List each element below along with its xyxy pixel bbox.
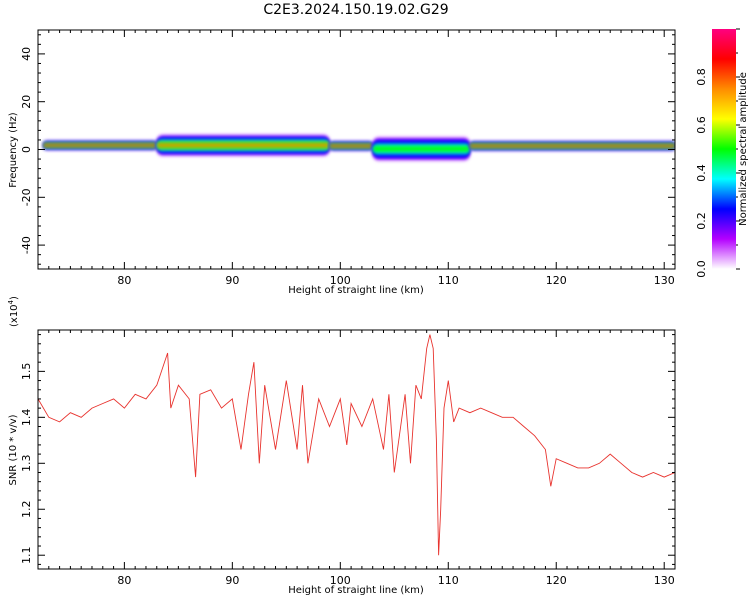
snr-ytick-label: 1.5: [20, 363, 33, 381]
snr-ylabel: SNR (10 * v/v): [8, 414, 19, 485]
snr-multiplier-exp: 4: [7, 299, 15, 304]
colorbar-tick-label: 0.2: [695, 212, 708, 230]
spectrogram-ytick-label: -20: [20, 188, 33, 206]
colorbar-tick-label: 0.6: [695, 116, 708, 134]
spectrogram-band: [329, 142, 373, 150]
snr-multiplier: (x104): [7, 296, 20, 327]
colorbar-ticks: 0.0 0.2 0.4 0.6 0.8: [695, 28, 740, 278]
snr-panel: 80 90 100 110 120 130 1.1 1.2 1.3 1.4 1.5 Height o…: [7, 296, 676, 596]
spectrogram-cell: [156, 143, 330, 148]
snr-multiplier-close: ): [9, 296, 20, 300]
spectrogram-cell: [329, 145, 373, 147]
spectrogram-ytick-label: -40: [20, 236, 33, 254]
spectrogram-band: [469, 142, 675, 150]
spectrogram-ticks: 80 90 100 110 120 130 -40 -20 0 20 40: [20, 30, 676, 287]
snr-ytick-label: 1.3: [20, 455, 33, 473]
snr-ticks: 80 90 100 110 120 130 1.1 1.2 1.3 1.4 1.5: [20, 330, 676, 587]
snr-ytick-label: 1.4: [20, 409, 33, 427]
colorbar-tick-label: 0.0: [695, 260, 708, 278]
spectrogram-xtick-label: 130: [654, 274, 675, 287]
snr-series-line: [38, 334, 675, 556]
snr-xtick-label: 130: [654, 574, 675, 587]
snr-multiplier-base: (x10: [9, 304, 20, 327]
snr-frame: [37, 329, 676, 570]
snr-xtick-label: 110: [438, 574, 459, 587]
snr-xtick-label: 100: [330, 574, 351, 587]
spectrogram-cell: [43, 144, 157, 147]
colorbar-tick-label: 0.4: [695, 164, 708, 182]
snr-xtick-label: 120: [546, 574, 567, 587]
spectrogram-xlabel: Height of straight line (km): [288, 285, 424, 296]
snr-xtick-label: 80: [117, 574, 131, 587]
spectrogram-bands: [43, 135, 675, 160]
snr-xlabel: Height of straight line (km): [288, 585, 424, 596]
spectrogram-panel: 80 90 100 110 120 130 -40 -20 0 20 40 Height of st…: [8, 29, 676, 296]
spectrogram-xtick-label: 110: [438, 274, 459, 287]
spectrogram-band: [43, 141, 157, 149]
spectrogram-xtick-label: 90: [225, 274, 239, 287]
snr-xtick-label: 90: [225, 574, 239, 587]
spectrogram-ytick-label: 20: [20, 95, 33, 109]
spectrogram-xtick-label: 120: [546, 274, 567, 287]
colorbar-label: Normalized spectral amplitude: [738, 72, 749, 226]
spectrogram-ytick-label: 0: [20, 146, 33, 153]
colorbar: 0.0 0.2 0.4 0.6 0.8 Normalized spectral ampl…: [695, 28, 749, 278]
spectrogram-band: [156, 135, 330, 155]
spectrogram-cell: [372, 145, 470, 152]
spectrogram-ytick-label: 40: [20, 47, 33, 61]
spectrogram-band: [372, 138, 470, 160]
colorbar-tick-label: 0.8: [695, 68, 708, 86]
spectrogram-xtick-label: 80: [117, 274, 131, 287]
figure-title: C2E3.2024.150.19.02.G29: [263, 2, 448, 18]
spectrogram-ylabel: Frequency (Hz): [8, 112, 19, 188]
snr-ytick-label: 1.1: [20, 546, 33, 564]
spectrogram-cell: [469, 145, 675, 147]
snr-ytick-label: 1.2: [20, 501, 33, 519]
spectrogram-xtick-label: 100: [330, 274, 351, 287]
colorbar-gradient: [712, 29, 736, 269]
